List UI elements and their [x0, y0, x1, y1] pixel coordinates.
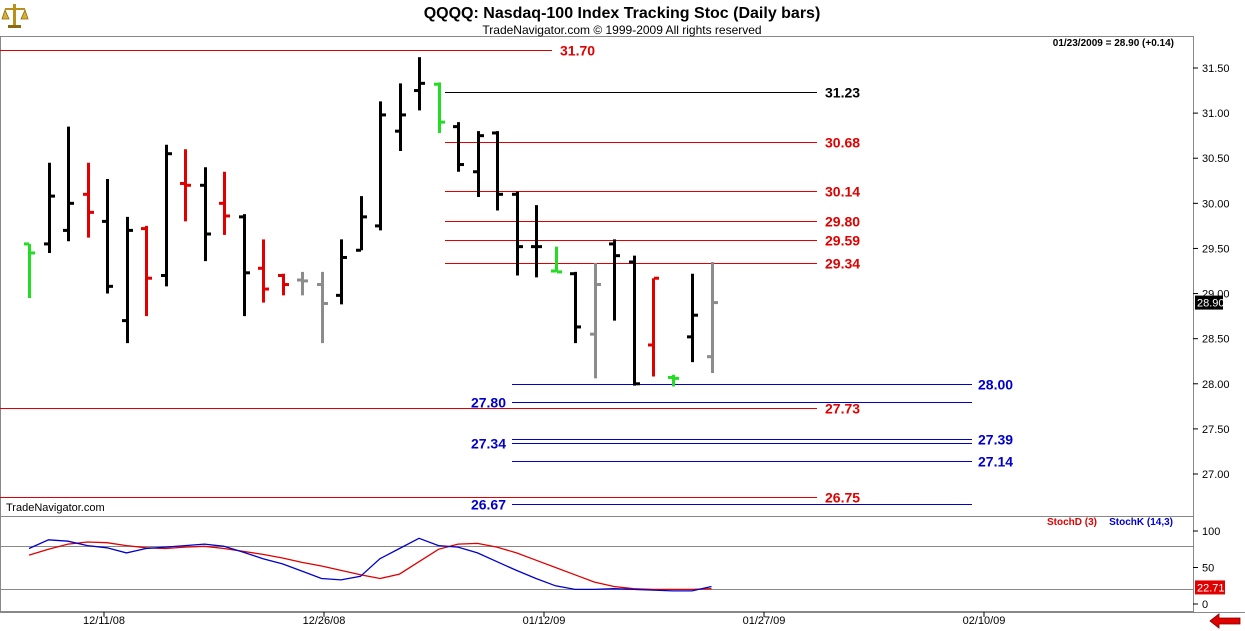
price-bar-26 — [531, 205, 542, 278]
stoch-tick-50: 50 — [1202, 563, 1214, 575]
price-bar-27 — [551, 246, 562, 274]
price-bar-31 — [629, 255, 640, 386]
level-label-27-73: 27.73 — [825, 401, 860, 417]
level-label-27-14: 27.14 — [978, 454, 1013, 470]
price-tick-29-50: 29.50 — [1202, 243, 1230, 255]
level-label-29-34: 29.34 — [825, 256, 860, 272]
stoch-d-line — [28, 541, 712, 591]
price-bar-35 — [707, 261, 718, 373]
price-bar-12 — [258, 239, 269, 303]
watermark: TradeNavigator.com — [6, 502, 105, 514]
scales-of-justice-icon[interactable] — [1, 4, 29, 28]
price-bar-15 — [317, 271, 328, 344]
current-price-label: 28.90 — [1197, 298, 1225, 310]
level-label-26-67: 26.67 — [471, 497, 506, 513]
date-tick-0: 12/11/08 — [83, 615, 125, 627]
stoch-k-line — [28, 537, 712, 592]
level-label-31-23: 31.23 — [825, 85, 860, 101]
price-bar-20 — [414, 57, 425, 111]
price-tick-31-00: 31.00 — [1202, 108, 1230, 120]
price-bar-22 — [453, 122, 464, 172]
date-tick-1: 12/26/08 — [303, 615, 346, 627]
stoch-current-label: 22.71 — [1197, 582, 1225, 594]
price-bar-21 — [434, 82, 445, 133]
price-bar-19 — [395, 83, 406, 152]
price-tick-28-00: 28.00 — [1202, 379, 1230, 391]
price-bar-7 — [161, 144, 172, 287]
chart-title: QQQQ: Nasdaq-100 Index Tracking Stoc (Da… — [424, 5, 821, 22]
price-bar-9 — [200, 167, 211, 262]
price-bar-18 — [375, 101, 386, 231]
stoch-pane-frame — [0, 516, 1194, 612]
price-bar-6 — [141, 225, 152, 317]
price-bar-11 — [239, 214, 250, 317]
price-bar-0 — [24, 242, 35, 299]
price-bar-2 — [63, 126, 74, 242]
price-bar-10 — [219, 171, 230, 235]
date-tick-3: 01/27/09 — [743, 615, 786, 627]
price-bar-23 — [473, 131, 484, 198]
level-label-27-39: 27.39 — [978, 432, 1013, 448]
level-label-27-34: 27.34 — [471, 436, 506, 452]
price-bar-17 — [356, 196, 367, 252]
legend-stoch-d: StochD (3) — [1047, 517, 1097, 528]
level-label-30-68: 30.68 — [825, 135, 860, 151]
price-bar-28 — [570, 271, 581, 344]
date-tick-4: 02/10/09 — [963, 615, 1006, 627]
price-tick-28-50: 28.50 — [1202, 334, 1230, 346]
date-axis: 12/11/08 12/26/08 01/12/09 01/27/09 02/10/09 — [83, 612, 1005, 627]
red-left-arrow-icon[interactable] — [1209, 613, 1241, 629]
price-bar-5 — [122, 216, 133, 344]
price-bar-32 — [648, 276, 659, 377]
level-label-30-14: 30.14 — [825, 184, 860, 200]
price-levels: 31.70 31.23 30.68 30.14 29.80 29.59 29.34 28.00… — [0, 43, 1013, 513]
price-tick-27-50: 27.50 — [1202, 424, 1230, 436]
price-bar-34 — [687, 273, 698, 363]
level-label-26-75: 26.75 — [825, 490, 860, 506]
level-label-31-70: 31.70 — [560, 43, 595, 59]
copyright-text: TradeNavigator.com © 1999-2009 All right… — [482, 23, 761, 37]
price-bar-4 — [102, 178, 113, 294]
price-bar-16 — [336, 239, 347, 305]
price-bar-3 — [83, 162, 94, 238]
price-bars — [24, 57, 718, 387]
price-bar-29 — [590, 262, 601, 379]
level-label-28-00: 28.00 — [978, 377, 1013, 393]
legend-stoch-k: StochK (14,3) — [1109, 517, 1173, 528]
stoch-tick-100: 100 — [1202, 526, 1220, 538]
level-label-29-80: 29.80 — [825, 214, 860, 230]
price-tick-27-00: 27.00 — [1202, 469, 1230, 481]
price-bar-24 — [492, 131, 503, 211]
price-bar-14 — [297, 271, 308, 296]
price-bar-13 — [278, 273, 289, 296]
quote-readout: 01/23/2009 = 28.90 (+0.14) — [1053, 38, 1174, 49]
price-bar-25 — [512, 191, 523, 276]
level-label-29-59: 29.59 — [825, 233, 860, 249]
stoch-tick-0: 0 — [1202, 599, 1208, 611]
stochastic-pane: 100 50 0 22.71 — [0, 526, 1225, 611]
date-tick-2: 01/12/09 — [523, 615, 566, 627]
price-bar-30 — [609, 239, 620, 321]
level-label-27-80: 27.80 — [471, 395, 506, 411]
price-bar-33 — [668, 374, 679, 387]
price-bar-8 — [180, 149, 191, 222]
price-tick-31-50: 31.50 — [1202, 63, 1230, 75]
price-tick-30-50: 30.50 — [1202, 153, 1230, 165]
price-tick-30-00: 30.00 — [1202, 198, 1230, 210]
price-bar-1 — [44, 162, 55, 253]
price-axis: 31.5031.0030.5030.0029.5029.0028.5028.00… — [1193, 63, 1230, 481]
